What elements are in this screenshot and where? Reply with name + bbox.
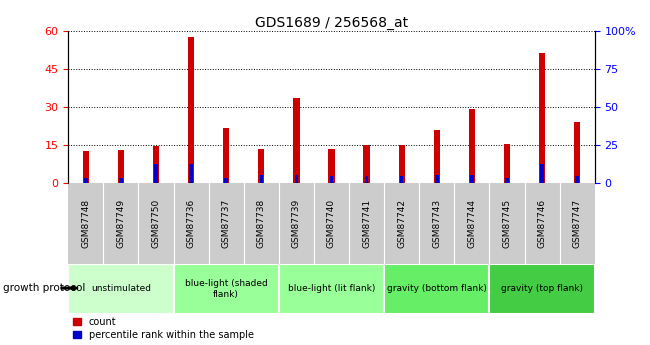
Bar	[223, 128, 229, 183]
Text: GSM87746: GSM87746	[538, 199, 547, 248]
Bar	[279, 264, 384, 314]
Bar	[504, 144, 510, 183]
Bar	[469, 109, 475, 183]
Text: GSM87737: GSM87737	[222, 199, 231, 248]
Bar	[384, 264, 489, 314]
Bar	[398, 145, 405, 183]
Text: GSM87742: GSM87742	[397, 199, 406, 248]
Text: gravity (top flank): gravity (top flank)	[501, 284, 583, 294]
Text: GSM87749: GSM87749	[116, 199, 125, 248]
Bar	[539, 52, 545, 183]
Bar	[330, 176, 333, 183]
Bar	[540, 164, 544, 183]
Text: GSM87744: GSM87744	[467, 199, 476, 248]
Text: unstimulated: unstimulated	[91, 284, 151, 294]
Text: GSM87747: GSM87747	[573, 199, 582, 248]
Text: GSM87738: GSM87738	[257, 199, 266, 248]
Bar	[224, 178, 228, 183]
Text: GSM87736: GSM87736	[187, 199, 196, 248]
Text: GSM87741: GSM87741	[362, 199, 371, 248]
Bar	[153, 146, 159, 183]
Bar	[83, 151, 89, 183]
Bar	[489, 264, 595, 314]
Bar	[68, 264, 174, 314]
Title: GDS1689 / 256568_at: GDS1689 / 256568_at	[255, 16, 408, 30]
Text: GSM87743: GSM87743	[432, 199, 441, 248]
Bar	[154, 164, 158, 183]
Bar	[259, 175, 263, 183]
Bar	[174, 264, 279, 314]
Bar	[188, 37, 194, 183]
Bar	[505, 178, 509, 183]
Bar	[258, 149, 265, 183]
Bar	[84, 178, 88, 183]
Bar	[435, 175, 439, 183]
Text: gravity (bottom flank): gravity (bottom flank)	[387, 284, 487, 294]
Legend: count, percentile rank within the sample: count, percentile rank within the sample	[73, 317, 254, 340]
Text: growth protocol: growth protocol	[3, 283, 86, 293]
Bar	[293, 98, 300, 183]
Bar	[363, 145, 370, 183]
Bar	[119, 178, 123, 183]
Text: GSM87748: GSM87748	[81, 199, 90, 248]
Bar	[574, 122, 580, 183]
Text: GSM87740: GSM87740	[327, 199, 336, 248]
Bar	[189, 164, 193, 183]
Bar	[294, 175, 298, 183]
Bar	[400, 176, 404, 183]
Bar	[328, 149, 335, 183]
Text: blue-light (shaded
flank): blue-light (shaded flank)	[185, 279, 268, 299]
Text: GSM87750: GSM87750	[151, 199, 161, 248]
Bar	[575, 176, 579, 183]
Text: GSM87739: GSM87739	[292, 199, 301, 248]
Bar	[470, 175, 474, 183]
Text: blue-light (lit flank): blue-light (lit flank)	[288, 284, 375, 294]
Bar	[434, 130, 440, 183]
Text: GSM87745: GSM87745	[502, 199, 512, 248]
Bar	[118, 150, 124, 183]
Bar	[365, 176, 369, 183]
